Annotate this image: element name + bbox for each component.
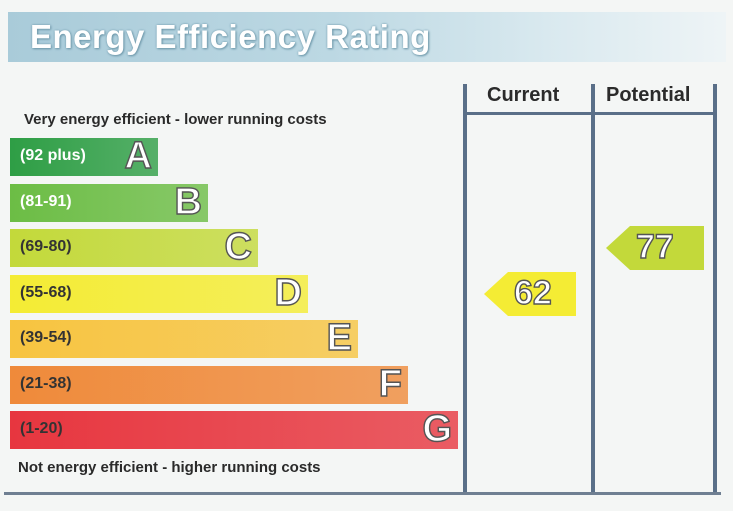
band-range-a: (92 plus) bbox=[20, 147, 86, 164]
column-header-potential: Potential bbox=[606, 84, 691, 106]
band-range-f: (21-38) bbox=[20, 374, 72, 392]
band-g: (1-20) G bbox=[10, 407, 458, 451]
band-letter-d: D bbox=[274, 271, 303, 314]
band-letter-a: A bbox=[124, 134, 153, 177]
band-f: (21-38) F bbox=[10, 362, 408, 405]
band-letter-c: C bbox=[224, 225, 253, 268]
band-b: (81-91) B bbox=[10, 180, 208, 223]
potential-arrow-shape bbox=[606, 226, 704, 270]
band-d: (55-68) D bbox=[10, 271, 308, 314]
band-range-c: (69-80) bbox=[20, 238, 72, 255]
potential-arrow bbox=[606, 226, 704, 270]
band-range-g: (1-20) bbox=[20, 420, 63, 437]
band-e: (39-54) E bbox=[10, 316, 358, 360]
band-a: (92 plus) A bbox=[10, 134, 158, 178]
current-arrow-shape bbox=[484, 271, 576, 316]
chart-frame bbox=[4, 84, 721, 495]
current-value: 62 bbox=[513, 273, 552, 312]
column-divider-right bbox=[713, 84, 717, 492]
band-letter-b: B bbox=[174, 180, 203, 223]
column-header-current: Current bbox=[487, 84, 560, 106]
column-divider-left bbox=[463, 84, 467, 492]
band-letter-f: F bbox=[378, 362, 403, 405]
current-arrow bbox=[484, 271, 576, 316]
header-underline bbox=[463, 112, 717, 115]
chart-title: Energy Efficiency Rating bbox=[30, 18, 431, 55]
potential-value: 77 bbox=[635, 227, 674, 266]
band-range-d: (55-68) bbox=[20, 283, 72, 301]
band-range-e: (39-54) bbox=[20, 329, 72, 346]
band-letter-g: G bbox=[422, 407, 453, 450]
top-caption: Very energy efficient - lower running co… bbox=[24, 111, 327, 128]
band-range-b: (81-91) bbox=[20, 192, 72, 210]
band-letter-e: E bbox=[326, 316, 353, 359]
column-divider-middle bbox=[591, 84, 595, 492]
title-banner bbox=[8, 12, 726, 62]
bottom-caption: Not energy efficient - higher running co… bbox=[18, 459, 321, 476]
band-c: (69-80) C bbox=[10, 225, 258, 269]
